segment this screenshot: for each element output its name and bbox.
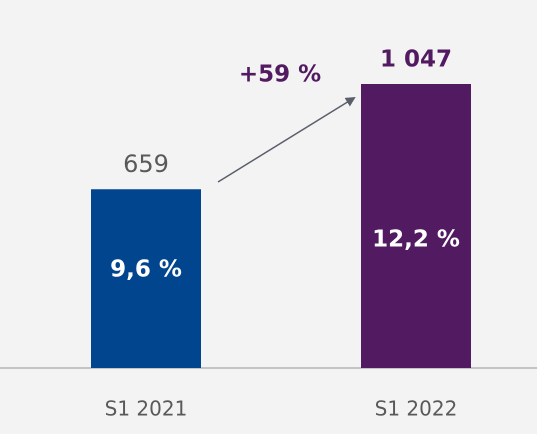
bar	[91, 189, 201, 368]
inner-label: 9,6 %	[110, 257, 182, 283]
x-tick-label: S1 2021	[105, 397, 188, 421]
growth-arrow	[217, 96, 356, 183]
inner-label: 12,2 %	[372, 227, 460, 253]
bar	[361, 84, 471, 368]
value-label: 659	[123, 150, 169, 178]
value-label: 1 047	[380, 47, 452, 73]
growth-label: +59 %	[239, 62, 321, 88]
x-tick-label: S1 2022	[375, 397, 458, 421]
